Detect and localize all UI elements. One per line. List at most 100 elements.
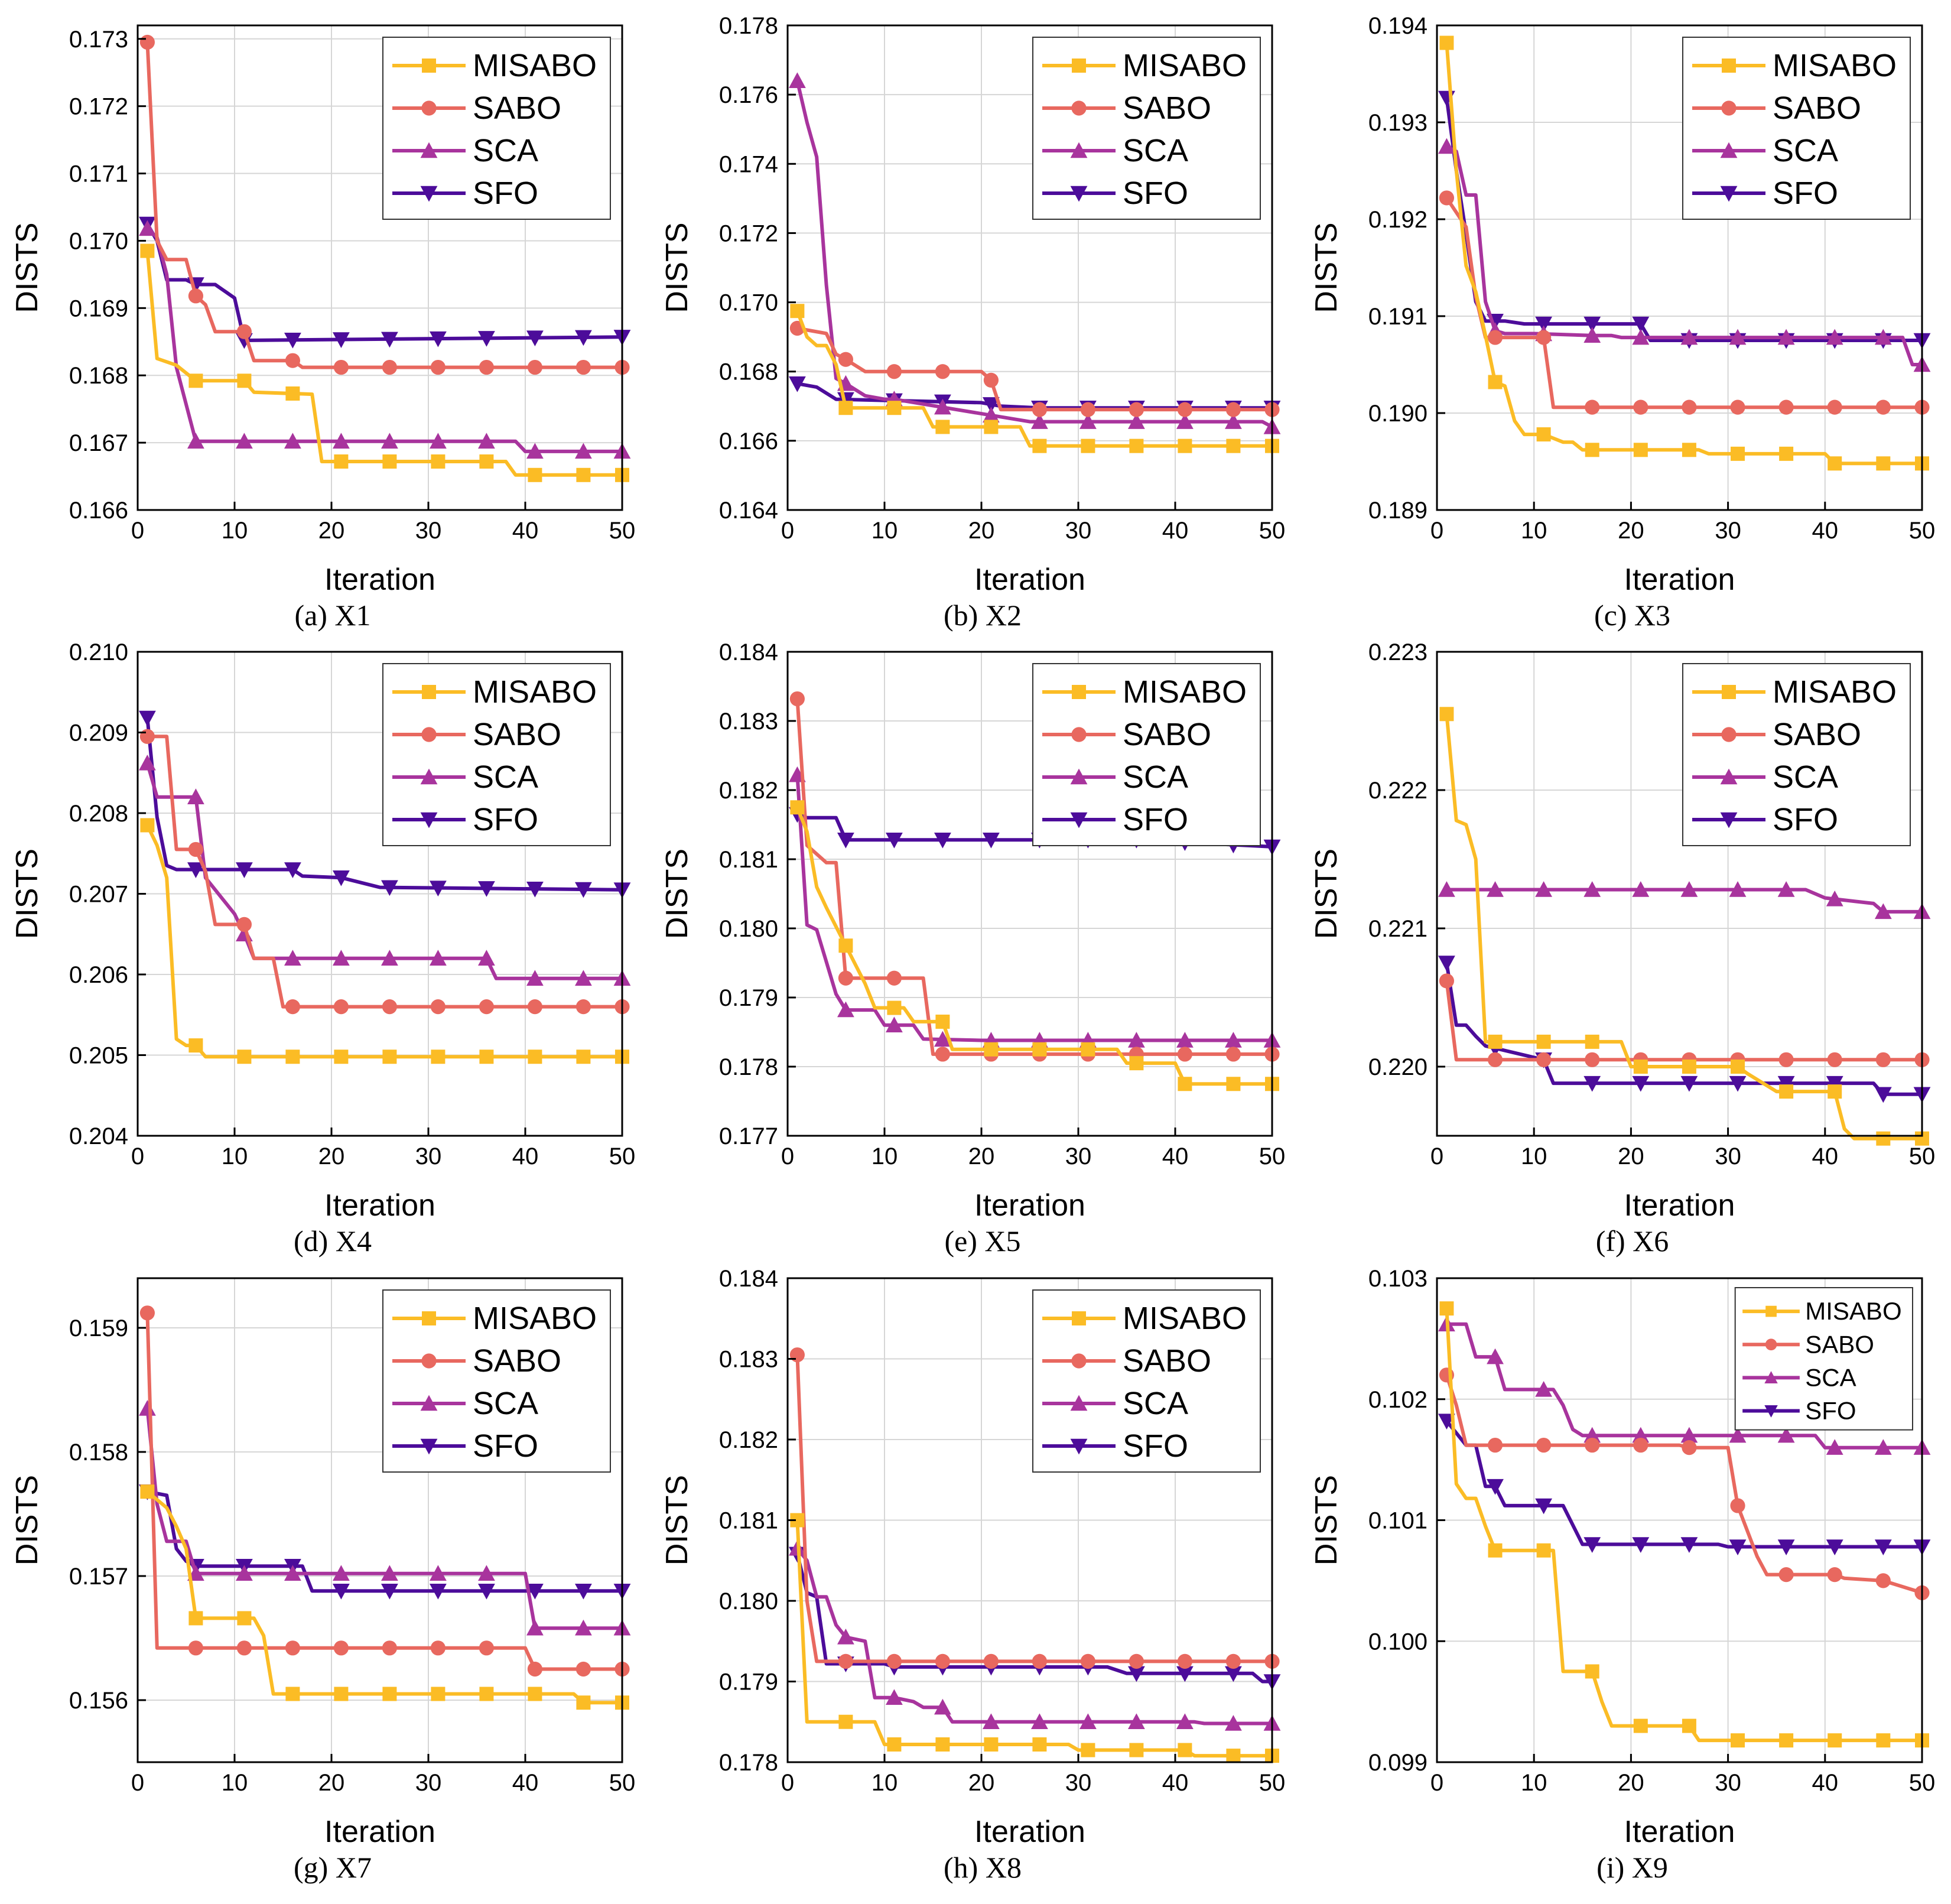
data-point-sfo bbox=[284, 333, 301, 349]
data-point-sabo bbox=[430, 359, 446, 375]
x-tick-label: 10 bbox=[222, 518, 248, 544]
x-tick-label: 50 bbox=[609, 1770, 636, 1796]
y-tick-label: 0.156 bbox=[69, 1688, 128, 1714]
data-point-sfo bbox=[1632, 1076, 1650, 1092]
data-point-misabo bbox=[285, 386, 300, 401]
data-point-sca bbox=[1826, 329, 1843, 345]
data-point-sfo bbox=[381, 332, 398, 348]
y-tick-label: 0.205 bbox=[69, 1043, 128, 1069]
y-tick-label: 0.101 bbox=[1368, 1508, 1428, 1534]
data-point-sabo bbox=[527, 999, 543, 1015]
series-sfo bbox=[139, 1484, 631, 1600]
y-tick-label: 0.190 bbox=[1368, 401, 1428, 427]
series-sca bbox=[789, 766, 1281, 1048]
data-point-sca bbox=[430, 950, 447, 966]
data-point-misabo bbox=[790, 304, 805, 319]
legend-marker-sfo bbox=[1720, 812, 1738, 828]
data-point-sca bbox=[1680, 1427, 1698, 1443]
legend-label-sca: SCA bbox=[1123, 1386, 1188, 1421]
x-tick-label: 20 bbox=[1618, 1770, 1644, 1796]
data-point-sabo bbox=[1129, 402, 1144, 417]
panel-caption: (h) X8 bbox=[944, 1851, 1022, 1884]
data-point-sfo bbox=[1729, 1539, 1747, 1555]
data-point-sabo bbox=[1225, 402, 1241, 417]
data-point-sabo bbox=[1487, 1052, 1503, 1067]
series-sfo bbox=[789, 1546, 1281, 1690]
legend-box bbox=[1032, 37, 1261, 220]
legend-box bbox=[382, 1289, 611, 1473]
y-tick-label: 0.223 bbox=[1368, 639, 1428, 665]
data-point-sabo bbox=[1439, 973, 1455, 989]
y-tick-label: 0.192 bbox=[1368, 207, 1428, 233]
data-point-sabo bbox=[1536, 1437, 1552, 1453]
data-point-sabo bbox=[935, 1047, 950, 1062]
data-point-misabo bbox=[1032, 1042, 1047, 1057]
data-point-sfo bbox=[1874, 1087, 1892, 1103]
data-point-misabo bbox=[1178, 438, 1192, 453]
panel-i: 0 10 20 30 40 50 0.099 0.100 0.101 0.102 0.103 Iter… bbox=[1309, 1266, 1935, 1884]
data-point-sca bbox=[1225, 1715, 1242, 1731]
legend-marker-misabo bbox=[422, 685, 436, 699]
x-tick-label: 50 bbox=[1909, 518, 1936, 544]
legend-marker-sfo bbox=[420, 1438, 438, 1455]
y-tick-label: 0.177 bbox=[719, 1123, 778, 1149]
y-tick-label: 0.180 bbox=[719, 1588, 778, 1614]
y-tick-label: 0.206 bbox=[69, 962, 128, 988]
series-line-misabo bbox=[1445, 1308, 1922, 1743]
legend-label-sabo: SABO bbox=[1773, 717, 1861, 752]
legend-marker-sca bbox=[1764, 1371, 1778, 1383]
data-point-sca bbox=[333, 1565, 350, 1581]
data-point-sfo bbox=[1632, 316, 1650, 333]
x-tick-label: 40 bbox=[512, 1143, 539, 1169]
x-axis-title: Iteration bbox=[324, 1188, 435, 1223]
data-point-sfo bbox=[526, 330, 544, 347]
series-misabo bbox=[1439, 707, 1929, 1146]
legend-marker-sabo bbox=[421, 727, 437, 742]
x-axis-title: Iteration bbox=[974, 563, 1085, 597]
x-tick-label: 30 bbox=[1715, 1143, 1741, 1169]
legend-label-misabo: MISABO bbox=[473, 48, 597, 83]
data-point-misabo bbox=[838, 1714, 853, 1729]
data-point-sfo bbox=[1729, 1076, 1747, 1092]
legend-marker-sabo bbox=[1071, 100, 1087, 116]
data-point-misabo bbox=[1178, 1077, 1192, 1091]
panel-b: 0 10 20 30 40 50 0.164 0.166 0.168 0.170 0.172 0.17… bbox=[660, 13, 1285, 632]
data-point-sabo bbox=[935, 1653, 950, 1669]
series-misabo bbox=[790, 800, 1279, 1091]
data-point-misabo bbox=[1032, 1737, 1047, 1752]
x-tick-label: 10 bbox=[1521, 518, 1547, 544]
x-tick-label: 0 bbox=[781, 1143, 794, 1169]
data-point-sca bbox=[1438, 138, 1455, 154]
legend: MISABO SABO SCA SFO bbox=[382, 37, 611, 220]
legend-box bbox=[382, 37, 611, 220]
data-point-misabo bbox=[1779, 1084, 1794, 1099]
data-point-sca bbox=[284, 1565, 301, 1581]
data-point-sca bbox=[1777, 881, 1795, 897]
y-tick-label: 0.164 bbox=[719, 498, 778, 524]
legend-label-sabo: SABO bbox=[473, 717, 561, 752]
data-point-sfo bbox=[381, 1583, 398, 1600]
x-tick-label: 30 bbox=[1065, 518, 1092, 544]
series-line-sfo bbox=[1445, 1419, 1922, 1549]
data-point-sca bbox=[837, 1001, 854, 1018]
data-point-sabo bbox=[789, 1347, 805, 1363]
data-point-sabo bbox=[1875, 1052, 1891, 1067]
x-tick-label: 40 bbox=[1162, 1770, 1189, 1796]
legend-marker-misabo bbox=[1722, 59, 1736, 73]
data-point-sca bbox=[575, 970, 592, 986]
y-axis-title: DISTS bbox=[10, 222, 44, 313]
legend-marker-sfo bbox=[1070, 186, 1088, 202]
y-tick-label: 0.208 bbox=[69, 801, 128, 827]
legend: MISABO SABO SCA SFO bbox=[382, 1289, 611, 1473]
data-point-misabo bbox=[431, 1050, 446, 1064]
data-point-misabo bbox=[1081, 438, 1095, 453]
data-point-sca bbox=[1729, 1427, 1747, 1443]
legend-marker-misabo bbox=[1072, 685, 1086, 699]
legend-label-sabo: SABO bbox=[473, 1343, 561, 1379]
legend-marker-sca bbox=[420, 768, 438, 785]
data-point-sabo bbox=[236, 324, 252, 339]
y-tick-label: 0.166 bbox=[69, 498, 128, 524]
legend-marker-sabo bbox=[1765, 1338, 1777, 1351]
legend-label-sca: SCA bbox=[1773, 133, 1838, 168]
panel-caption: (d) X4 bbox=[294, 1224, 372, 1258]
